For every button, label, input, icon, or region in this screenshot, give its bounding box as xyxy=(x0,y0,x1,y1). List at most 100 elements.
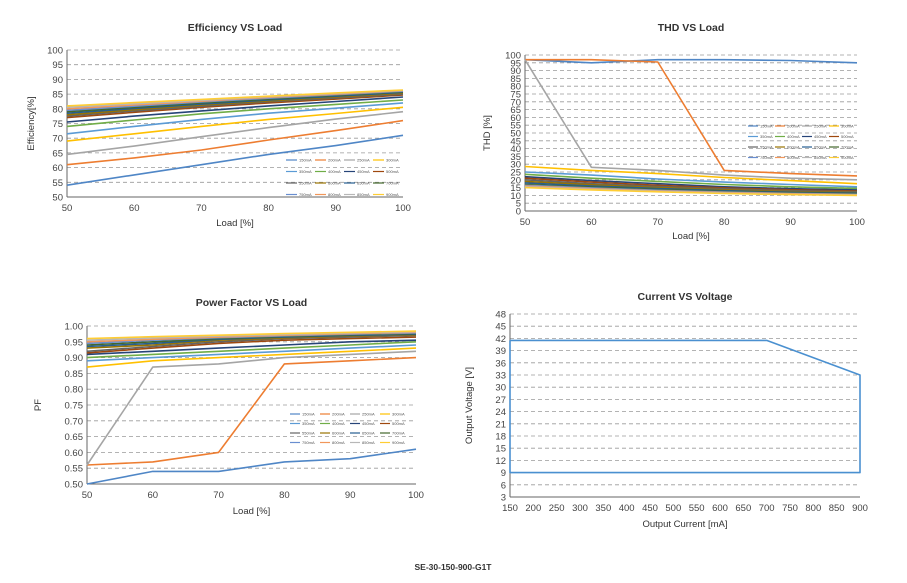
x-tick-label: 80 xyxy=(279,490,290,501)
legend-label: 550mA xyxy=(299,181,312,186)
y-axis-label: THD [%] xyxy=(482,115,493,151)
x-tick-label: 300 xyxy=(572,503,588,514)
x-tick-label: 750 xyxy=(782,503,798,514)
legend-label: 650mA xyxy=(362,431,375,436)
y-tick-label: 15 xyxy=(495,444,506,455)
x-tick-label: 50 xyxy=(62,203,73,214)
legend-label: 350mA xyxy=(302,421,315,426)
y-tick-label: 50 xyxy=(52,193,63,204)
legend-label: 750mA xyxy=(760,155,773,160)
y-tick-label: 90 xyxy=(52,75,63,86)
y-tick-label: 0.50 xyxy=(65,480,84,491)
y-tick-label: 70 xyxy=(52,134,63,145)
x-tick-label: 50 xyxy=(82,490,93,501)
series-line-550mA xyxy=(86,334,417,353)
series-line-550mA xyxy=(66,93,404,117)
y-tick-label: 80 xyxy=(52,104,63,115)
legend-label: 150mA xyxy=(299,158,312,163)
y-tick-label: 85 xyxy=(510,74,521,85)
series-line-900mA xyxy=(524,186,858,197)
legend-label: 550mA xyxy=(302,431,315,436)
series-line-200mA xyxy=(525,58,858,177)
x-tick-label: 70 xyxy=(653,217,664,228)
legend-label: 600mA xyxy=(328,181,341,186)
chart-2: THD VS Load05101520253035404550556065707… xyxy=(482,22,865,242)
legend-label: 450mA xyxy=(362,421,375,426)
series-line-400mA xyxy=(86,341,417,359)
y-tick-label: 95 xyxy=(510,58,521,69)
legend-label: 400mA xyxy=(328,169,341,174)
x-tick-label: 850 xyxy=(829,503,845,514)
y-tick-label: 3 xyxy=(501,493,506,504)
chart-title: Current VS Voltage xyxy=(638,291,733,303)
chart-title: THD VS Load xyxy=(658,22,725,34)
legend-label: 300mA xyxy=(841,124,854,129)
y-tick-label: 55 xyxy=(510,121,521,132)
x-tick-label: 60 xyxy=(129,203,140,214)
legend-label: 300mA xyxy=(392,412,405,417)
x-tick-label: 150 xyxy=(502,503,518,514)
legend-label: 650mA xyxy=(814,145,827,150)
legend-label: 250mA xyxy=(362,412,375,417)
chart-title: Efficiency VS Load xyxy=(188,22,283,34)
legend-label: 850mA xyxy=(362,440,375,445)
legend-label: 900mA xyxy=(392,440,405,445)
series-line-400mA xyxy=(524,173,858,190)
y-tick-label: 40 xyxy=(510,144,521,155)
y-tick-label: 80 xyxy=(510,82,521,93)
legend: 150mA 200mA 250mA 300mA 350mA 400mA 450mA 500mA… xyxy=(290,412,405,445)
chart-3: Power Factor VS Load 0.50 0.55 0.60 0.65 0.70… xyxy=(33,297,424,517)
series-line-500mA xyxy=(86,336,417,354)
x-tick-label: 80 xyxy=(719,217,730,228)
series-line-200mA xyxy=(66,119,404,166)
series-line-900mA xyxy=(66,89,404,107)
y-tick-label: 100 xyxy=(505,51,521,62)
x-tick-label: 550 xyxy=(689,503,705,514)
y-tick-label: 0.55 xyxy=(65,464,84,475)
y-tick-label: 36 xyxy=(495,358,506,369)
legend-label: 500mA xyxy=(386,169,399,174)
legend-label: 900mA xyxy=(386,192,399,197)
legend-label: 850mA xyxy=(357,192,370,197)
x-tick-label: 500 xyxy=(665,503,681,514)
y-tick-label: 10 xyxy=(510,191,521,202)
y-tick-label: 0.75 xyxy=(65,401,84,412)
y-tick-label: 65 xyxy=(510,105,521,116)
model-label: SE-30-150-900-G1T xyxy=(414,562,492,572)
y-tick-label: 12 xyxy=(495,456,506,467)
x-tick-label: 80 xyxy=(263,203,274,214)
x-tick-label: 100 xyxy=(408,490,424,501)
y-tick-label: 5 xyxy=(516,199,521,210)
legend-label: 150mA xyxy=(302,412,315,417)
legend-label: 750mA xyxy=(302,440,315,445)
legend-label: 500mA xyxy=(392,421,405,426)
legend: 150mA 200mA 250mA 300mA 350mA 400mA 450mA 500mA… xyxy=(748,124,854,160)
y-tick-label: 45 xyxy=(495,322,506,333)
legend-label: 650mA xyxy=(357,181,370,186)
x-tick-label: 50 xyxy=(520,217,531,228)
x-tick-label: 800 xyxy=(805,503,821,514)
legend-label: 700mA xyxy=(392,431,405,436)
series-line-operating-window xyxy=(509,339,861,474)
y-tick-label: 48 xyxy=(495,310,506,321)
y-tick-label: 1.00 xyxy=(65,322,84,333)
y-tick-label: 0.65 xyxy=(65,432,84,443)
series-line-300mA xyxy=(66,106,404,142)
legend-label: 600mA xyxy=(332,431,345,436)
y-tick-label: 75 xyxy=(52,119,63,130)
legend: 150mA 200mA 250mA 300mA 350mA 400mA 450mA 500mA… xyxy=(286,158,399,197)
series-line-350mA xyxy=(524,171,858,188)
legend-label: 800mA xyxy=(332,440,345,445)
legend-label: 500mA xyxy=(841,134,854,139)
series-line-300mA xyxy=(86,347,417,368)
legend-label: 400mA xyxy=(787,134,800,139)
series-line-300mA xyxy=(524,165,858,185)
x-tick-label: 70 xyxy=(196,203,207,214)
x-tick-label: 250 xyxy=(549,503,565,514)
x-tick-label: 100 xyxy=(849,217,865,228)
y-tick-label: 15 xyxy=(510,183,521,194)
y-tick-label: 24 xyxy=(495,407,506,418)
y-tick-label: 65 xyxy=(52,148,63,159)
y-tick-label: 30 xyxy=(495,383,506,394)
